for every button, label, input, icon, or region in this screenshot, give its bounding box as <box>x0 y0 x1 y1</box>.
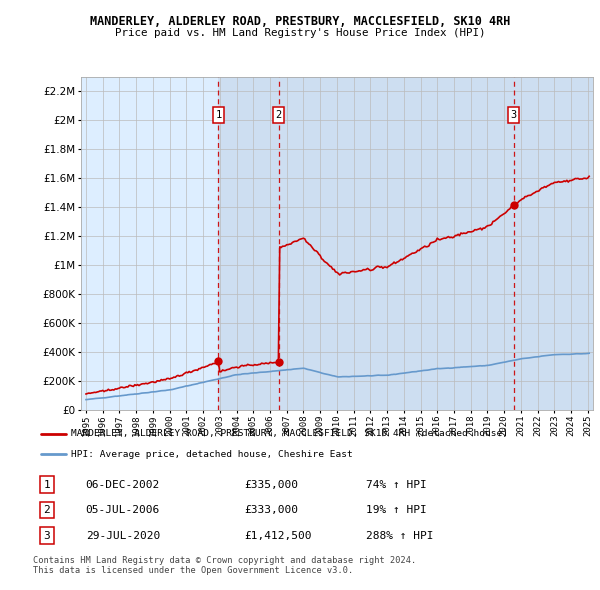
Text: Contains HM Land Registry data © Crown copyright and database right 2024.
This d: Contains HM Land Registry data © Crown c… <box>33 556 416 575</box>
Text: £335,000: £335,000 <box>244 480 298 490</box>
Text: MANDERLEY, ALDERLEY ROAD, PRESTBURY, MACCLESFIELD, SK10 4RH: MANDERLEY, ALDERLEY ROAD, PRESTBURY, MAC… <box>90 15 510 28</box>
Text: 05-JUL-2006: 05-JUL-2006 <box>86 505 160 515</box>
Text: £1,412,500: £1,412,500 <box>244 530 311 540</box>
Text: HPI: Average price, detached house, Cheshire East: HPI: Average price, detached house, Ches… <box>71 450 352 458</box>
Text: 288% ↑ HPI: 288% ↑ HPI <box>366 530 433 540</box>
Text: 2: 2 <box>275 110 281 120</box>
Text: MANDERLEY, ALDERLEY ROAD, PRESTBURY, MACCLESFIELD, SK10 4RH (detached house): MANDERLEY, ALDERLEY ROAD, PRESTBURY, MAC… <box>71 430 508 438</box>
Bar <box>514 77 593 410</box>
Text: 3: 3 <box>511 110 517 120</box>
Text: 19% ↑ HPI: 19% ↑ HPI <box>366 505 427 515</box>
Text: 29-JUL-2020: 29-JUL-2020 <box>86 530 160 540</box>
Text: 3: 3 <box>44 530 50 540</box>
Bar <box>278 77 514 410</box>
Text: Price paid vs. HM Land Registry's House Price Index (HPI): Price paid vs. HM Land Registry's House … <box>115 28 485 38</box>
Text: 1: 1 <box>44 480 50 490</box>
Text: £333,000: £333,000 <box>244 505 298 515</box>
Text: 1: 1 <box>215 110 221 120</box>
Text: 74% ↑ HPI: 74% ↑ HPI <box>366 480 427 490</box>
Text: 2: 2 <box>44 505 50 515</box>
Bar <box>218 77 278 410</box>
Text: 06-DEC-2002: 06-DEC-2002 <box>86 480 160 490</box>
